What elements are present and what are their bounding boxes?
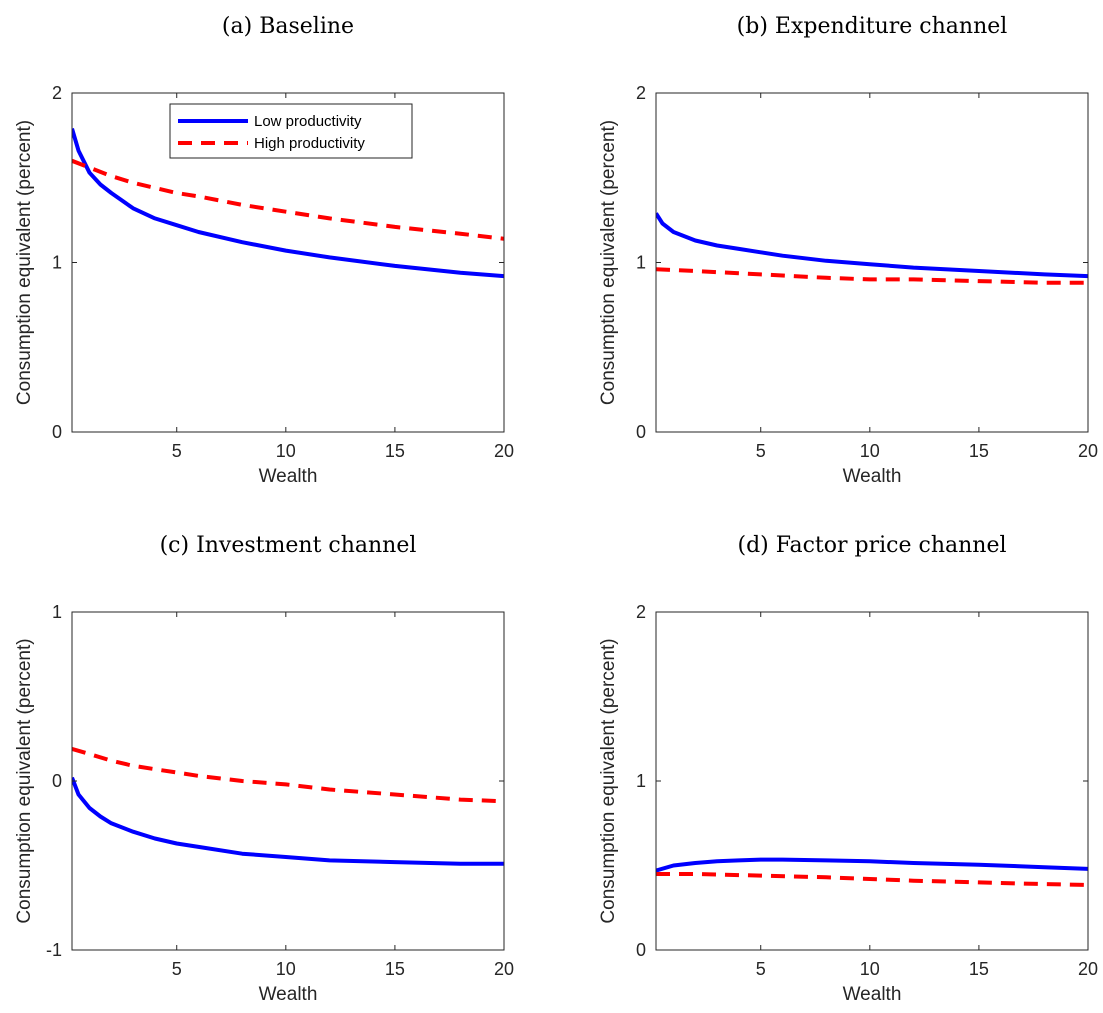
y-tick-label: 1 <box>636 253 646 273</box>
x-tick-label: 20 <box>1078 959 1098 979</box>
y-tick-label: -1 <box>46 940 62 960</box>
panel-title: (c) Investment channel <box>160 533 417 558</box>
legend-box <box>169 103 413 159</box>
series-line-high-productivity <box>656 872 1088 887</box>
y-tick-label: 1 <box>52 253 62 273</box>
chart-panel-4: (d) Factor price channel 5 10 15 20 0 1 2 Wealth… <box>598 533 1098 1005</box>
panel-title: (b) Expenditure channel <box>737 14 1008 39</box>
x-tick-label: 10 <box>276 959 296 979</box>
series-line-low-productivity <box>656 857 1088 873</box>
x-axis-label: Wealth <box>843 984 902 1005</box>
chart-panel-2: (b) Expenditure channel 5 10 15 20 0 1 2 Wealth C… <box>598 14 1098 487</box>
legend-label-high-productivity: High productivity <box>254 135 365 152</box>
axes-box <box>71 611 505 951</box>
x-tick-label: 5 <box>172 959 182 979</box>
y-tick-label: 0 <box>52 771 62 791</box>
x-tick-label: 15 <box>969 959 989 979</box>
series-line-high-productivity <box>72 746 504 804</box>
x-tick-label: 15 <box>969 441 989 461</box>
y-tick-label: 2 <box>52 83 62 103</box>
series-line-high-productivity <box>72 158 504 241</box>
x-tick-label: 10 <box>276 441 296 461</box>
panel-title: (a) Baseline <box>222 14 354 39</box>
x-axis-label: Wealth <box>843 466 902 487</box>
y-tick-label: 0 <box>636 940 646 960</box>
legend: Low productivity High productivity <box>169 103 413 159</box>
series-line-low-productivity <box>72 128 504 279</box>
x-tick-label: 15 <box>385 959 405 979</box>
y-axis-label: Consumption equivalent (percent) <box>14 120 35 405</box>
x-tick-label: 20 <box>1078 441 1098 461</box>
y-axis-label: Consumption equivalent (percent) <box>14 638 35 923</box>
y-tick-label: 0 <box>52 422 62 442</box>
y-axis-label: Consumption equivalent (percent) <box>598 120 619 405</box>
series-line-high-productivity <box>656 267 1088 285</box>
chart-panel-1: (a) Baseline 5 10 15 20 0 1 2 Wealth Consumption … <box>14 14 514 487</box>
x-axis-label: Wealth <box>259 984 318 1005</box>
panel-title: (d) Factor price channel <box>737 533 1006 558</box>
x-tick-label: 5 <box>756 959 766 979</box>
axes-box <box>655 611 1089 951</box>
y-tick-label: 2 <box>636 602 646 622</box>
x-axis-label: Wealth <box>259 466 318 487</box>
x-tick-label: 5 <box>756 441 766 461</box>
x-tick-label: 5 <box>172 441 182 461</box>
y-tick-label: 1 <box>636 771 646 791</box>
y-tick-label: 0 <box>636 422 646 442</box>
x-tick-label: 20 <box>494 959 514 979</box>
y-axis-label: Consumption equivalent (percent) <box>598 638 619 923</box>
x-tick-label: 10 <box>860 959 880 979</box>
y-tick-label: 2 <box>636 83 646 103</box>
x-tick-label: 20 <box>494 441 514 461</box>
x-tick-label: 15 <box>385 441 405 461</box>
series-line-low-productivity <box>72 776 504 866</box>
chart-panel-3: (c) Investment channel 5 10 15 20 -1 0 1 Wealth C… <box>14 533 514 1005</box>
x-tick-label: 10 <box>860 441 880 461</box>
legend-label-low-productivity: Low productivity <box>254 113 362 130</box>
series-line-low-productivity <box>656 212 1088 279</box>
y-tick-label: 1 <box>52 602 62 622</box>
